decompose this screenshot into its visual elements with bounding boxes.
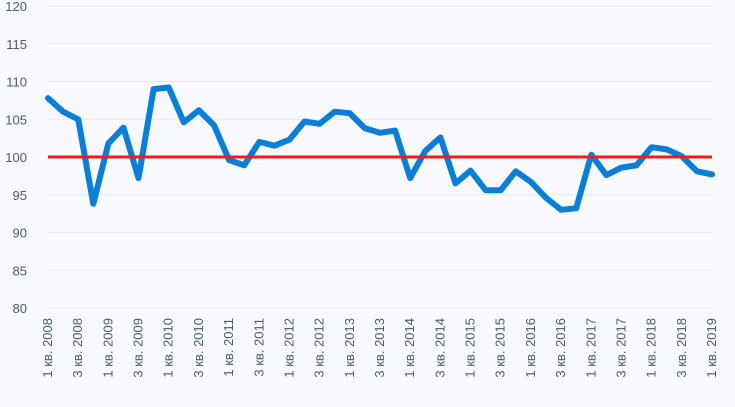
x-tick-label: 1 кв. 2013 (342, 318, 357, 378)
y-tick-label: 90 (13, 226, 27, 241)
x-tick-label: 1 кв. 2014 (402, 318, 417, 378)
x-tick-label: 1 кв. 2019 (704, 318, 719, 378)
x-tick-label: 1 кв. 2011 (221, 318, 236, 377)
y-tick-label: 105 (5, 112, 27, 127)
x-tick-label: 3 кв. 2013 (372, 318, 387, 378)
series-line-index (45, 84, 715, 213)
y-tick-label: 120 (5, 0, 27, 14)
x-tick-label: 1 кв. 2018 (644, 318, 659, 378)
x-tick-label: 3 кв. 2010 (191, 318, 206, 378)
y-tick-label: 110 (6, 75, 27, 90)
y-tick-label: 80 (13, 301, 27, 316)
x-tick-label: 3 кв. 2016 (553, 318, 568, 378)
y-tick-label: 85 (13, 263, 27, 278)
x-tick-label: 3 кв. 2015 (493, 318, 508, 378)
x-tick-label: 1 кв. 2008 (40, 318, 55, 378)
y-tick-label: 95 (13, 188, 27, 203)
y-tick-label: 100 (5, 150, 27, 165)
x-tick-label: 3 кв. 2012 (312, 318, 327, 378)
x-tick-label: 1 кв. 2017 (583, 318, 598, 378)
x-tick-label: 1 кв. 2010 (161, 318, 176, 378)
x-tick-label: 3 кв. 2014 (432, 318, 447, 378)
x-tick-label: 1 кв. 2015 (463, 318, 478, 378)
y-axis: 80 85 90 95 100 105 110 115 120 (5, 0, 27, 316)
x-tick-label: 3 кв. 2008 (70, 318, 85, 378)
x-tick-label: 1 кв. 2012 (281, 318, 296, 378)
x-tick-label: 3 кв. 2009 (131, 318, 146, 378)
x-tick-label: 1 кв. 2016 (523, 318, 538, 378)
x-tick-label: 3 кв. 2011 (251, 318, 266, 377)
x-tick-label: 3 кв. 2018 (674, 318, 689, 378)
series-layer (45, 84, 715, 213)
x-tick-label: 1 кв. 2009 (100, 318, 115, 378)
x-tick-label: 3 кв. 2017 (613, 318, 628, 378)
y-tick-label: 115 (6, 37, 27, 52)
x-axis: 1 кв. 2008 3 кв. 2008 1 кв. 2009 3 кв. 2009… (40, 318, 719, 378)
